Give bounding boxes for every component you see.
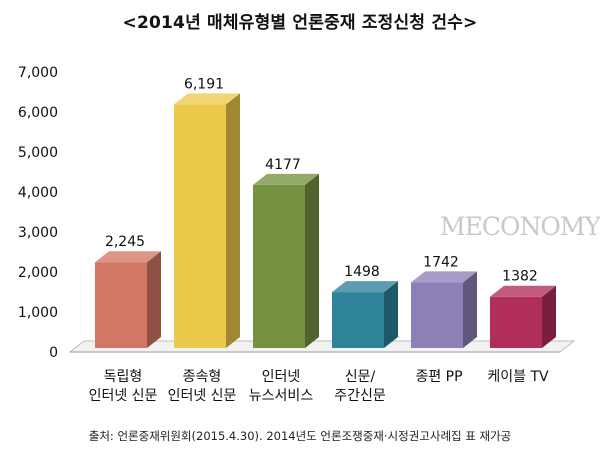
bar-top bbox=[332, 281, 398, 293]
bar-front bbox=[174, 104, 226, 348]
bar-side bbox=[305, 173, 319, 348]
bar-top bbox=[174, 93, 240, 105]
x-category-label: 인터넷 신문 bbox=[168, 388, 237, 404]
bar-front bbox=[332, 292, 384, 348]
bar-front bbox=[253, 184, 305, 348]
x-category-label: 인터넷 신문 bbox=[89, 388, 158, 404]
bar-side bbox=[226, 93, 240, 348]
bar-side bbox=[147, 251, 161, 348]
bar-top bbox=[95, 251, 161, 263]
y-tick-label: 6,000 bbox=[18, 105, 58, 121]
bar-top bbox=[253, 173, 319, 185]
bar-value-label: 1382 bbox=[502, 269, 538, 285]
bar-top bbox=[411, 271, 477, 283]
x-category-label: 인터넷 bbox=[262, 369, 301, 385]
bar-front bbox=[411, 282, 463, 348]
y-tick-label: 2,000 bbox=[18, 265, 58, 281]
y-tick-label: 0 bbox=[49, 345, 58, 361]
x-category-label: 독립형 bbox=[104, 369, 143, 385]
watermark-logo: MECONOMY bbox=[440, 212, 600, 241]
bar-value-label: 1498 bbox=[344, 264, 380, 280]
bar-value-label: 2,245 bbox=[105, 234, 145, 250]
x-category-label: 주간신문 bbox=[334, 388, 386, 404]
y-tick-label: 3,000 bbox=[18, 225, 58, 241]
y-tick-label: 7,000 bbox=[18, 65, 58, 81]
bar-top bbox=[490, 285, 556, 297]
y-tick-label: 4,000 bbox=[18, 185, 58, 201]
bar-side bbox=[384, 281, 398, 348]
x-category-label: 신문/ bbox=[345, 369, 376, 385]
bar-front bbox=[490, 296, 542, 348]
x-category-label: 뉴스서비스 bbox=[249, 388, 314, 404]
bar-value-label: 6,191 bbox=[184, 76, 224, 92]
bar-side bbox=[542, 285, 556, 348]
x-category-label: 종편 PP bbox=[415, 369, 462, 385]
y-tick-label: 1,000 bbox=[18, 305, 58, 321]
x-category-label: 종속형 bbox=[183, 369, 222, 385]
x-category-label: 케이블 TV bbox=[487, 369, 549, 385]
bar-value-label: 4177 bbox=[265, 157, 301, 173]
bar-front bbox=[95, 262, 147, 348]
bar-value-label: 1742 bbox=[423, 254, 459, 270]
y-tick-label: 5,000 bbox=[18, 145, 58, 161]
bar-side bbox=[463, 271, 477, 348]
source-note: 출처: 언론중재위원회(2015.4.30). 2014년도 언론조쟁중재·시정… bbox=[88, 429, 512, 443]
chart-title: <2014년 매체유형별 언론중재 조정신청 건수> bbox=[122, 13, 478, 33]
